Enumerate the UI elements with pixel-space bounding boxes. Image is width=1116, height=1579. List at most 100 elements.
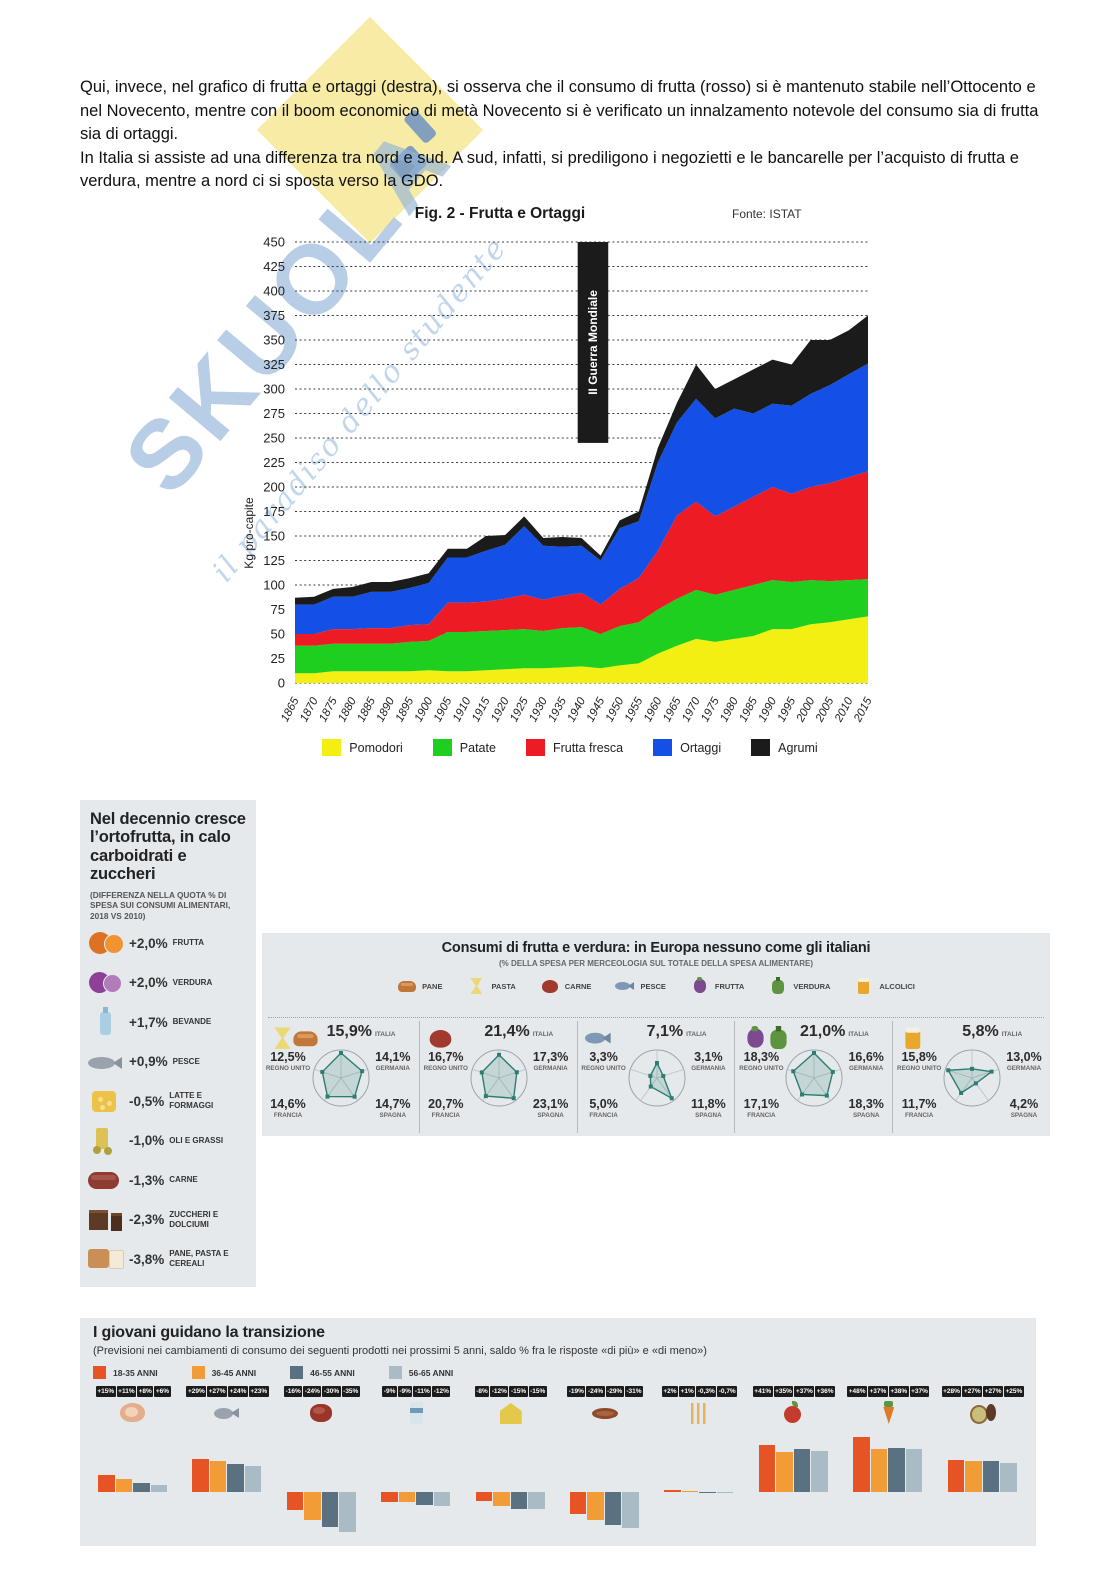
product-group: -8% -12% -15% -15% bbox=[464, 1384, 558, 1544]
legend-label: 56-65 ANNI bbox=[408, 1367, 454, 1378]
change-value: +0,9% bbox=[129, 1054, 168, 1069]
value-chip: -24% bbox=[586, 1386, 605, 1397]
percentage-value: 14,7% bbox=[375, 1097, 411, 1111]
value-chip: -19% bbox=[567, 1386, 586, 1397]
legend-label: FRUTTA bbox=[714, 981, 745, 991]
svg-text:2010: 2010 bbox=[832, 695, 855, 725]
legend-item: VERDURA bbox=[768, 977, 830, 995]
infographic-subtitle: (DIFFERENZA NELLA QUOTA % DI SPESA SUI C… bbox=[90, 890, 231, 921]
svg-text:200: 200 bbox=[263, 480, 285, 495]
svg-text:1900: 1900 bbox=[413, 695, 436, 724]
country-comparison-panel: 15,9% ITALIA 12,5% REGNO UNITO 14,1% GERMANIA… bbox=[262, 1021, 419, 1133]
svg-text:25: 25 bbox=[271, 651, 285, 666]
regno_unito-value: 12,5% REGNO UNITO bbox=[263, 1050, 313, 1072]
age-swatch bbox=[191, 1366, 205, 1379]
list-item: -1,0% OLI E GRASSI bbox=[88, 1126, 252, 1156]
bar bbox=[321, 1492, 339, 1527]
percentage-value: 11,8% bbox=[691, 1097, 726, 1111]
legend-label: PANE bbox=[422, 981, 443, 991]
vegetable-icon bbox=[88, 968, 124, 998]
svg-text:1965: 1965 bbox=[661, 695, 684, 724]
list-item: -2,3% ZUCCHERI E DOLCIUMI bbox=[88, 1205, 252, 1235]
value-chip: +37% bbox=[909, 1386, 930, 1397]
germania-value: 17,3% GERMANIA bbox=[526, 1050, 576, 1072]
product-icon-wrap bbox=[841, 1400, 935, 1426]
country-label: REGNO UNITO bbox=[265, 1065, 311, 1072]
legend-item: ALCOLICI bbox=[854, 977, 915, 995]
list-item: +0,9% PESCE bbox=[88, 1047, 252, 1077]
svg-text:300: 300 bbox=[263, 382, 285, 397]
product-icon-wrap bbox=[275, 1400, 369, 1426]
percentage-value: 17,1% bbox=[743, 1097, 780, 1111]
list-item: -1,3% CARNE bbox=[88, 1165, 252, 1195]
category-label: ZUCCHERI E DOLCIUMI bbox=[169, 1209, 219, 1229]
bar-chart bbox=[96, 1430, 170, 1542]
product-icons bbox=[584, 1026, 611, 1044]
value-chips: +41% +35% +37% +36% bbox=[747, 1386, 841, 1397]
svg-text:325: 325 bbox=[263, 357, 285, 372]
age-group-legend: 18-35 ANNI 36-45 ANNI 46-55 ANNI 56-65 ANNI bbox=[93, 1366, 453, 1379]
bar bbox=[192, 1458, 209, 1492]
svg-text:1890: 1890 bbox=[375, 695, 398, 724]
bread-icon bbox=[88, 1244, 124, 1274]
value-chip: +24% bbox=[228, 1386, 248, 1397]
francia-value: 14,6% FRANCIA bbox=[263, 1097, 313, 1119]
category-legend: PANE PASTA CARNE PESCE FRUTTA VERDURA ALCOLICI bbox=[262, 977, 1050, 995]
country-label: SPAGNA bbox=[379, 1112, 407, 1119]
value-chips: +28% +27% +27% +25% bbox=[936, 1386, 1030, 1397]
bar bbox=[493, 1492, 510, 1506]
country-label: GERMANIA bbox=[849, 1065, 884, 1072]
legend-item: 36-45 ANNI bbox=[191, 1366, 256, 1379]
bar bbox=[510, 1492, 528, 1510]
bar bbox=[853, 1436, 870, 1492]
product-icons bbox=[269, 1026, 318, 1047]
change-value: -1,3% bbox=[129, 1172, 165, 1188]
chart-legend: Pomodori Patate Frutta fresca Ortaggi Agrumi bbox=[240, 739, 900, 756]
product-group: -9% -9% -11% -12% bbox=[369, 1384, 463, 1544]
svg-text:1910: 1910 bbox=[451, 695, 474, 724]
value-chip: -15% bbox=[509, 1386, 528, 1397]
svg-text:2005: 2005 bbox=[813, 695, 836, 725]
svg-text:1930: 1930 bbox=[527, 695, 550, 724]
bar bbox=[304, 1492, 321, 1520]
frutta-fresca-swatch bbox=[525, 739, 545, 756]
spagna-value: 14,7% SPAGNA bbox=[368, 1097, 418, 1119]
percentage-value: 11,7% bbox=[901, 1097, 937, 1111]
svg-text:1995: 1995 bbox=[776, 695, 799, 724]
fruit-icon bbox=[88, 928, 124, 958]
francia-value: 11,7% FRANCIA bbox=[894, 1097, 944, 1119]
value-chip: -16% bbox=[284, 1386, 303, 1397]
bar bbox=[622, 1492, 639, 1528]
stacked-area-plot: 0 25 50 75 100 125 150 175 200 225 250 275 300 325 350… bbox=[242, 235, 875, 725]
legend-label: Ortaggi bbox=[680, 740, 722, 755]
category-label: OLI E GRASSI bbox=[169, 1135, 224, 1145]
beer-icon bbox=[854, 977, 874, 995]
product-group: +2% +1% -0,3% -0,7% bbox=[652, 1384, 746, 1544]
country-label: ITALIA bbox=[374, 1031, 396, 1038]
age-swatch bbox=[388, 1366, 402, 1379]
list-item: +2,0% VERDURA bbox=[88, 968, 252, 998]
country-label: GERMANIA bbox=[375, 1065, 410, 1072]
value-chip: +25% bbox=[1004, 1386, 1024, 1397]
infographic-subtitle: (% DELLA SPESA PER MERCEOLOGIA SUL TOTAL… bbox=[498, 959, 814, 968]
value-chip: -29% bbox=[605, 1386, 624, 1397]
svg-text:1985: 1985 bbox=[737, 695, 760, 724]
germania-value: 14,1% GERMANIA bbox=[368, 1050, 418, 1072]
bar bbox=[870, 1449, 888, 1492]
legend-label: PASTA bbox=[491, 981, 516, 991]
change-value: -0,5% bbox=[129, 1093, 165, 1109]
country-label: REGNO UNITO bbox=[581, 1065, 626, 1072]
svg-text:1875: 1875 bbox=[317, 695, 340, 724]
change-value: -1,0% bbox=[129, 1133, 165, 1148]
infographic-title: Consumi di frutta e verdura: in Europa n… bbox=[441, 940, 871, 956]
carne-icon bbox=[307, 1400, 337, 1426]
percentage-value: 5,8% bbox=[962, 1023, 999, 1040]
category-label: VERDURA bbox=[172, 977, 213, 987]
svg-text:400: 400 bbox=[263, 284, 285, 299]
bottle-icon bbox=[88, 1007, 124, 1037]
value-chips: -19% -24% -29% -31% bbox=[558, 1386, 652, 1397]
divider bbox=[268, 1017, 1044, 1018]
change-value: +2,0% bbox=[129, 935, 168, 951]
bar bbox=[286, 1492, 304, 1511]
percentage-value: 17,3% bbox=[532, 1050, 569, 1064]
